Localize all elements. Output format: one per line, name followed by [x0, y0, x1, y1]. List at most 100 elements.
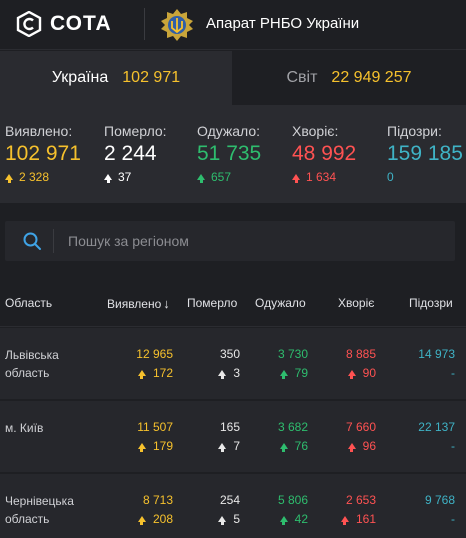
- column-sick[interactable]: Хворіє: [338, 296, 375, 310]
- table-header: Область Виявлено ↓ Померло Одужало Хворіє…: [0, 281, 466, 327]
- sick-delta: 90: [362, 366, 376, 380]
- stat-deaths-delta: 37: [118, 170, 132, 184]
- header-divider: [144, 8, 145, 40]
- tab-world[interactable]: Світ 22 949 257: [232, 51, 466, 105]
- search-input[interactable]: [68, 233, 428, 249]
- arrow-up-icon: [347, 370, 356, 379]
- arrow-up-icon: [137, 516, 146, 525]
- brand-logo[interactable]: СОТА: [16, 10, 112, 38]
- sick-value: 7 660: [345, 420, 376, 434]
- stat-confirmed: Виявлено: 102 971 2 328: [5, 123, 81, 184]
- column-region[interactable]: Область: [5, 296, 53, 310]
- sota-logo-icon: [16, 11, 42, 37]
- arrow-up-icon: [197, 174, 205, 183]
- stat-confirmed-delta: 2 328: [19, 170, 50, 184]
- sick-delta: 161: [355, 512, 376, 526]
- recovered-value: 5 806: [277, 493, 308, 507]
- stat-confirmed-value: 102 971: [5, 142, 81, 165]
- arrow-up-icon: [104, 174, 112, 183]
- arrow-up-icon: [340, 516, 349, 525]
- arrow-up-icon: [137, 443, 146, 452]
- confirmed-value: 12 965: [136, 347, 173, 361]
- column-recovered[interactable]: Одужало: [255, 296, 306, 310]
- suspected-value: 14 973: [418, 347, 455, 361]
- confirmed-delta: 172: [152, 366, 173, 380]
- deaths-value: 254: [219, 493, 240, 507]
- recovered-delta: 76: [294, 439, 308, 453]
- suspected-value: 9 768: [424, 493, 455, 507]
- column-deaths[interactable]: Померло: [187, 296, 238, 310]
- sort-desc-icon: ↓: [163, 296, 170, 311]
- sick-value: 8 885: [345, 347, 376, 361]
- suspected-value: 22 137: [418, 420, 455, 434]
- stat-recovered-label: Одужало:: [197, 123, 261, 139]
- stat-deaths-label: Померло:: [104, 123, 167, 139]
- deaths-delta: 5: [233, 512, 240, 526]
- stat-recovered-value: 51 735: [197, 142, 262, 165]
- column-confirmed-label: Виявлено: [107, 297, 162, 311]
- stat-sick-delta: 1 634: [306, 170, 337, 184]
- confirmed-delta: 208: [152, 512, 173, 526]
- scope-tabs: Україна 102 971 Світ 22 949 257: [0, 51, 466, 105]
- arrow-up-icon: [279, 370, 288, 379]
- rnbo-emblem-icon: [161, 9, 193, 41]
- sick-delta: 96: [362, 439, 376, 453]
- recovered-value: 3 682: [277, 420, 308, 434]
- summary-stats: Виявлено: 102 971 2 328 Померло: 2 244 3…: [0, 105, 466, 203]
- tab-ukraine-value: 102 971: [122, 69, 181, 86]
- search-section: [0, 203, 466, 281]
- deaths-delta: 7: [233, 439, 240, 453]
- organization-name: Апарат РНБО України: [206, 15, 360, 32]
- arrow-up-icon: [347, 443, 356, 452]
- search-box[interactable]: [5, 221, 455, 261]
- stat-sick-label: Хворіє:: [292, 123, 339, 139]
- confirmed-value: 8 713: [142, 493, 173, 507]
- tab-world-label: Світ: [286, 69, 318, 86]
- suspected-delta: -: [451, 439, 455, 453]
- arrow-up-icon: [279, 516, 288, 525]
- suspected-delta: -: [451, 512, 455, 526]
- stat-recovered: Одужало: 51 735 657: [197, 123, 261, 184]
- stat-deaths-value: 2 244: [104, 142, 157, 165]
- stat-sick: Хворіє: 48 992 1 634: [292, 123, 356, 184]
- deaths-delta: 3: [233, 366, 240, 380]
- stat-recovered-delta: 657: [211, 170, 232, 184]
- arrow-up-icon: [137, 370, 146, 379]
- arrow-up-icon: [5, 174, 13, 183]
- brand-name: СОТА: [50, 12, 112, 35]
- region-name: Львівська область: [5, 348, 59, 380]
- arrow-up-icon: [292, 174, 300, 183]
- stat-suspected-value: 159 185: [387, 142, 463, 165]
- deaths-value: 350: [219, 347, 240, 361]
- recovered-delta: 79: [294, 366, 308, 380]
- arrow-up-icon: [218, 370, 227, 379]
- app-header: СОТА Апарат РНБО України: [0, 0, 466, 50]
- search-divider: [53, 229, 54, 253]
- sick-value: 2 653: [345, 493, 376, 507]
- deaths-value: 165: [219, 420, 240, 434]
- table-row[interactable]: Чернівецька область 8 713 208 254 5 5 80…: [0, 474, 466, 538]
- recovered-delta: 42: [294, 512, 308, 526]
- search-icon[interactable]: [22, 231, 42, 251]
- confirmed-delta: 179: [152, 439, 173, 453]
- arrow-up-icon: [218, 443, 227, 452]
- region-name: м. Київ: [5, 421, 44, 435]
- column-confirmed[interactable]: Виявлено ↓: [107, 296, 170, 311]
- tab-ukraine[interactable]: Україна 102 971: [0, 51, 232, 105]
- stat-sick-value: 48 992: [292, 142, 357, 165]
- region-name: Чернівецька область: [5, 494, 74, 526]
- stat-deaths: Померло: 2 244 37: [104, 123, 167, 184]
- stat-confirmed-label: Виявлено:: [5, 123, 73, 139]
- recovered-value: 3 730: [277, 347, 308, 361]
- confirmed-value: 11 507: [137, 420, 173, 434]
- tab-ukraine-label: Україна: [51, 69, 109, 86]
- table-row[interactable]: м. Київ 11 507 179 165 7 3 682 76 7 660 …: [0, 401, 466, 473]
- arrow-up-icon: [279, 443, 288, 452]
- stat-suspected-delta: 0: [387, 170, 394, 184]
- column-suspected[interactable]: Підозри: [409, 296, 453, 310]
- suspected-delta: -: [451, 366, 455, 380]
- arrow-up-icon: [218, 516, 227, 525]
- table-row[interactable]: Львівська область 12 965 172 350 3 3 730…: [0, 328, 466, 400]
- tab-world-value: 22 949 257: [331, 69, 412, 86]
- stat-suspected-label: Підозри:: [387, 123, 442, 139]
